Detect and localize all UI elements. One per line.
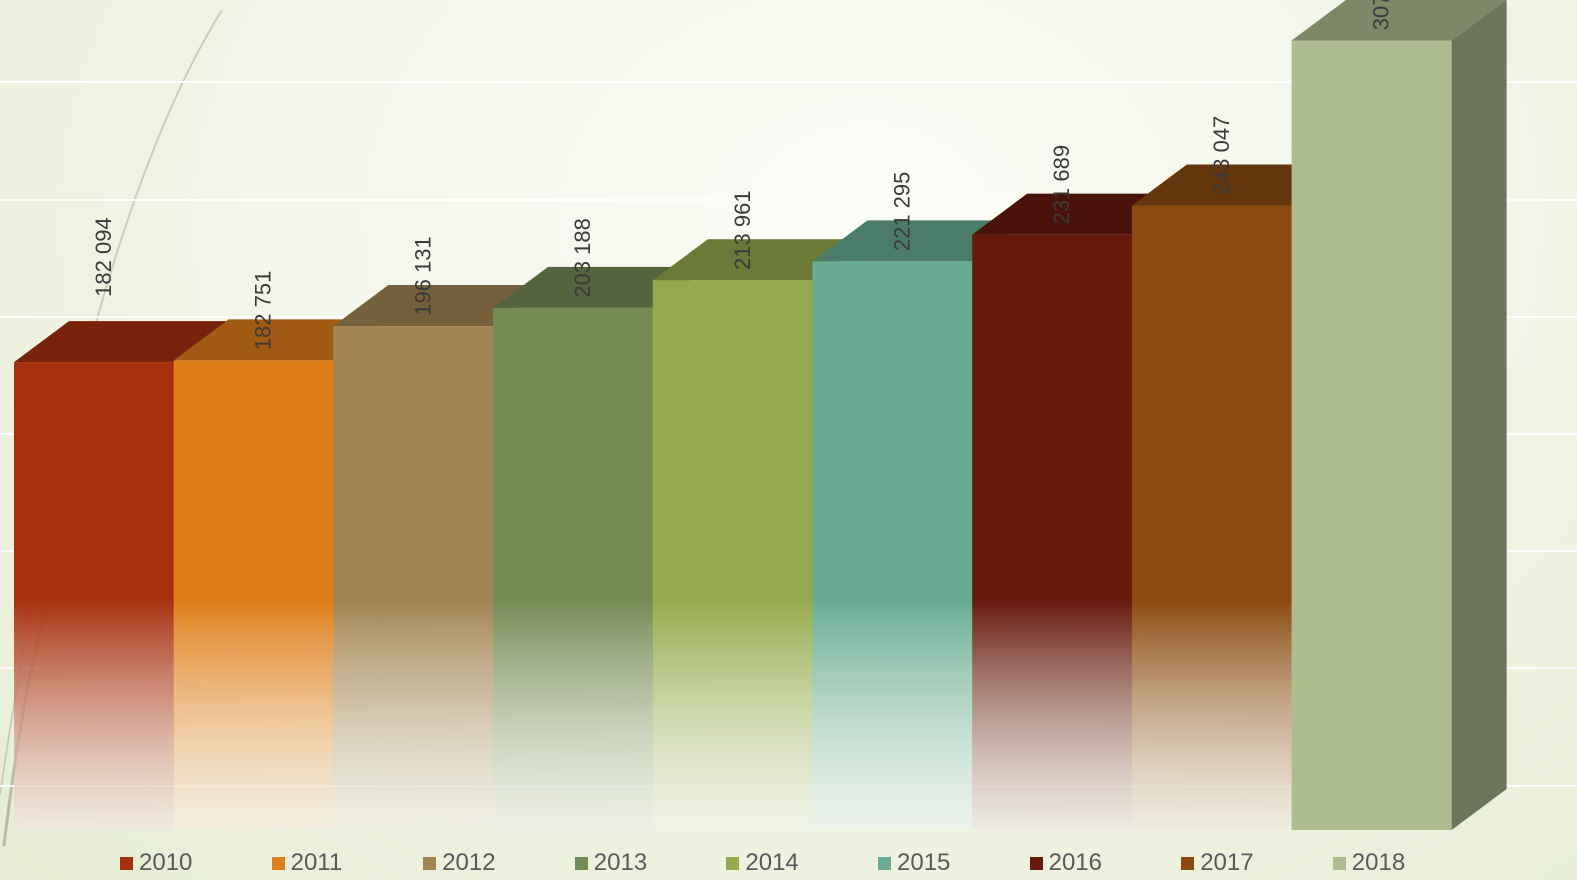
legend-item-2016: 2016 (1029, 846, 1102, 880)
data-label-2017: 243 047 (1209, 116, 1234, 196)
data-label-2010: 182 094 (91, 217, 116, 297)
legend-label: 2013 (593, 849, 648, 876)
bar-front-face (493, 307, 654, 830)
legend-item-2018: 2018 (1332, 846, 1406, 880)
bar-side-face (1451, 0, 1507, 830)
bar-2010 (14, 321, 229, 830)
legend-swatch (726, 856, 740, 870)
bar-front-face (1291, 40, 1452, 831)
legend-item-2017: 2017 (1181, 846, 1254, 880)
legend-swatch (423, 856, 437, 870)
legend-swatch (878, 856, 891, 870)
legend-label: 2017 (1200, 849, 1254, 876)
bar-front-face (14, 362, 174, 830)
legend-swatch (1029, 856, 1043, 870)
legend-item-2014: 2014 (726, 846, 799, 880)
bar-front-face (972, 234, 1133, 831)
legend: 2010 2011 2012 2013 2014 2015 2016 2017 2018 (0, 846, 1577, 880)
legend-label: 2014 (745, 849, 799, 876)
bar-2016 (972, 193, 1188, 831)
bar-2014 (652, 239, 868, 830)
bar-front-face (1131, 205, 1292, 831)
data-label-2016: 231 689 (1049, 145, 1074, 225)
bar-front-face (652, 280, 813, 830)
legend-swatch (574, 856, 588, 870)
legend-label: 2015 (897, 849, 951, 876)
legend-item-2011: 2011 (271, 846, 343, 880)
legend-swatch (1181, 856, 1195, 870)
legend-label: 2016 (1048, 849, 1102, 876)
legend-label: 2011 (290, 849, 343, 876)
legend-label: 2010 (139, 849, 193, 876)
legend-item-2010: 2010 (120, 846, 192, 880)
legend-label: 2018 (1351, 849, 1406, 876)
bar-2015 (812, 220, 1028, 830)
bar-front-face (173, 360, 334, 830)
data-label-2012: 196 131 (410, 236, 435, 316)
bar-top-face (1291, 0, 1506, 41)
data-label-2018: 307 245 (1369, 0, 1394, 30)
legend-item-2012: 2012 (423, 846, 496, 880)
bar-2012 (333, 285, 549, 830)
bar-front-face (812, 261, 973, 830)
bar-front-face (333, 326, 494, 830)
legend-label: 2012 (442, 849, 496, 876)
legend-item-2015: 2015 (878, 846, 950, 880)
data-label-2011: 182 751 (251, 271, 276, 351)
bar-2011 (173, 319, 389, 830)
bar-top-face (14, 321, 229, 363)
legend-item-2013: 2013 (574, 846, 648, 880)
legend-swatch (120, 856, 133, 870)
bar-2017 (1131, 164, 1347, 831)
data-label-2015: 221 295 (890, 172, 915, 252)
bars (14, 0, 1507, 831)
chart-canvas: 182 094 182 751 196 131 203 188 213 961 221 2… (0, 0, 1507, 846)
data-label-2013: 203 188 (570, 218, 595, 298)
bar-2018 (1291, 0, 1507, 831)
legend-swatch (271, 856, 285, 870)
data-labels: 182 094 182 751 196 131 203 188 213 961 221 2… (91, 0, 1394, 350)
data-label-2014: 213 961 (730, 190, 755, 270)
legend-swatch (1332, 856, 1346, 870)
